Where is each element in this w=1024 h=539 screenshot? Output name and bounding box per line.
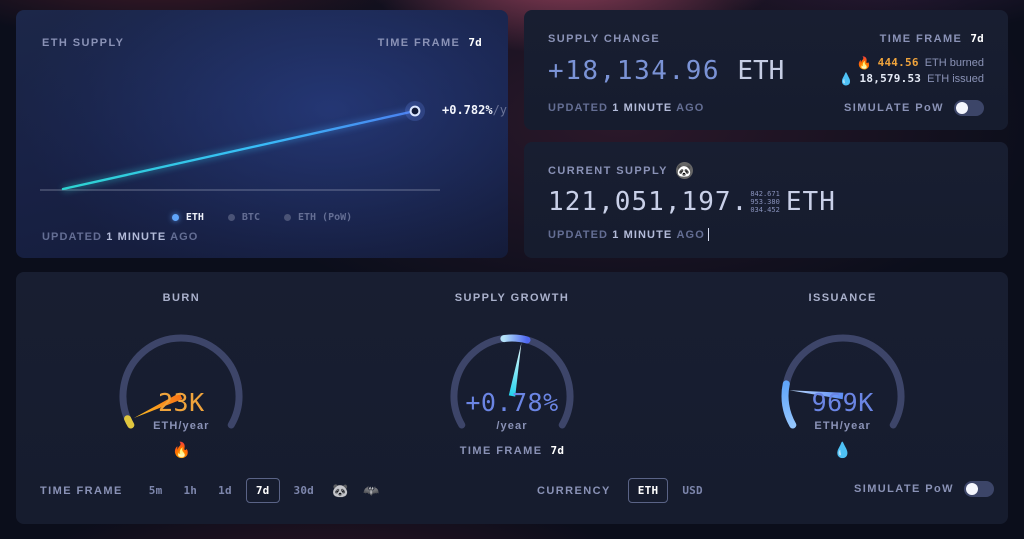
- updated-status: UPDATED 1 MINUTE AGO: [42, 231, 199, 243]
- time-frame-option-1d[interactable]: 1d: [218, 484, 232, 497]
- burn-gauge-needle: [134, 392, 183, 418]
- droplet-icon: 💧: [833, 442, 853, 459]
- current-supply-value: 121,051,197. 842.671 953.380 034.452 ETH: [548, 187, 836, 217]
- burned-label: ETH burned: [924, 56, 984, 69]
- time-frame-value[interactable]: 7d: [970, 32, 984, 45]
- simulate-pow-label: SIMULATE PoW: [853, 483, 954, 495]
- bottom-control-bar: TIME FRAME 5m 1h 1d 7d 30d 🐼 🦇 CURRENCY …: [16, 478, 1008, 506]
- supply-growth-gauge-title: SUPPLY GROWTH: [454, 292, 570, 304]
- supply-change-panel: SUPPLY CHANGE TIME FRAME 7d +18,134.96 E…: [524, 10, 1008, 130]
- time-frame-option-7d[interactable]: 7d: [245, 478, 280, 503]
- fire-icon: 🔥: [856, 55, 872, 70]
- legend-item-eth[interactable]: ETH: [171, 212, 204, 223]
- supply-growth-value: +0.78%: [465, 388, 559, 417]
- simulate-pow-control: SIMULATE PoW: [854, 481, 994, 497]
- current-supply-unit: ETH: [785, 187, 836, 217]
- simulate-pow-toggle[interactable]: [954, 100, 984, 116]
- legend-item-btc[interactable]: BTC: [227, 212, 260, 223]
- simulate-pow-control: SIMULATE PoW: [844, 100, 984, 116]
- simulate-pow-toggle[interactable]: [964, 481, 994, 497]
- eth-legend-dot: [171, 214, 179, 221]
- time-frame-label: TIME FRAME: [40, 484, 123, 497]
- time-frame-selector: TIME FRAME 5m 1h 1d 7d 30d 🐼 🦇: [40, 478, 383, 503]
- burn-gauge-dial: [119, 334, 243, 429]
- supply-growth-gauge: SUPPLY GROWTH +0.78% /year TIME FRAME: [347, 292, 678, 459]
- burned-amount: 444.56: [877, 56, 919, 69]
- since-burn-bat-icon[interactable]: 🦇: [363, 482, 380, 498]
- legend-item-eth-pow[interactable]: ETH (PoW): [283, 212, 352, 223]
- since-merge-icon[interactable]: 🐼: [332, 482, 349, 498]
- updated-status: UPDATED 1 MINUTE AGO: [548, 228, 984, 241]
- simulate-pow-label: SIMULATE PoW: [843, 102, 944, 114]
- eth-pow-legend-dot: [283, 214, 291, 221]
- text-caret: [707, 228, 710, 241]
- btc-legend-dot: [227, 214, 235, 221]
- updated-status: UPDATED 1 MINUTE AGO: [548, 102, 705, 114]
- issued-label: ETH issued: [927, 72, 984, 85]
- time-frame-option-30d[interactable]: 30d: [293, 484, 315, 497]
- supply-growth-unit: /year: [496, 420, 528, 432]
- issuance-unit: ETH/year: [814, 420, 871, 432]
- burn-value: 23K: [158, 388, 205, 417]
- eth-supply-line: [61, 109, 417, 191]
- supply-growth-gauge-needle: [508, 342, 522, 397]
- burn-gauge: BURN 23K ETH/year 🔥: [16, 292, 347, 459]
- currency-option-eth[interactable]: ETH: [627, 478, 669, 503]
- time-frame-label: TIME FRAME: [879, 33, 963, 45]
- time-frame-value[interactable]: 7d: [468, 36, 482, 49]
- issuance-value: 969K: [811, 388, 874, 417]
- issued-amount: 18,579.53: [859, 72, 922, 85]
- time-frame-label: TIME FRAME: [459, 445, 543, 457]
- line-endpoint-dot: [405, 101, 425, 121]
- issuance-gauge-title: ISSUANCE: [808, 292, 877, 304]
- issuance-gauge-needle: [788, 390, 843, 400]
- eth-supply-line-chart: [40, 101, 440, 192]
- currency-label: CURRENCY: [537, 484, 611, 497]
- panda-icon[interactable]: 🐼: [675, 162, 693, 179]
- time-frame-option-1h[interactable]: 1h: [183, 484, 198, 497]
- chart-legend: ETH BTC ETH (PoW): [16, 212, 508, 223]
- growth-rate-label: +0.782%/y: [442, 103, 508, 117]
- issuance-gauge: ISSUANCE 969K ETH/year 💧: [677, 292, 1008, 459]
- eth-supply-title: ETH SUPPLY: [42, 36, 125, 49]
- time-frame-option-5m[interactable]: 5m: [148, 484, 163, 497]
- currency-option-usd[interactable]: USD: [682, 484, 703, 497]
- supply-change-title: SUPPLY CHANGE: [548, 32, 661, 45]
- gauges-panel: BURN 23K ETH/year 🔥 SUPPLY GROWTH: [16, 272, 1008, 524]
- fraction-digits-ticker: 842.671 953.380 034.452: [750, 190, 780, 214]
- issuance-gauge-dial: [781, 334, 905, 429]
- supply-growth-gauge-dial: [450, 334, 574, 429]
- burn-gauge-title: BURN: [162, 292, 201, 304]
- toggle-knob: [956, 102, 968, 114]
- burned-row: 🔥 444.56 ETH burned: [839, 56, 984, 69]
- currency-selector: CURRENCY ETH USD: [537, 478, 710, 503]
- current-supply-title: CURRENT SUPPLY: [548, 164, 668, 177]
- droplet-icon: 💧: [838, 71, 854, 86]
- time-frame-value[interactable]: 7d: [550, 444, 565, 457]
- eth-supply-panel: ETH SUPPLY TIME FRAME 7d +0.782%/y: [16, 10, 508, 258]
- fire-icon: 🔥: [171, 442, 191, 459]
- burn-unit: ETH/year: [153, 420, 210, 432]
- time-frame-label: TIME FRAME: [377, 37, 461, 49]
- current-supply-panel: CURRENT SUPPLY 🐼 121,051,197. 842.671 95…: [524, 142, 1008, 258]
- issued-row: 💧 18,579.53 ETH issued: [839, 72, 984, 85]
- toggle-knob: [966, 483, 978, 495]
- supply-change-value: +18,134.96 ETH: [548, 56, 785, 86]
- burn-issue-breakdown: 🔥 444.56 ETH burned 💧 18,579.53 ETH issu…: [839, 56, 984, 85]
